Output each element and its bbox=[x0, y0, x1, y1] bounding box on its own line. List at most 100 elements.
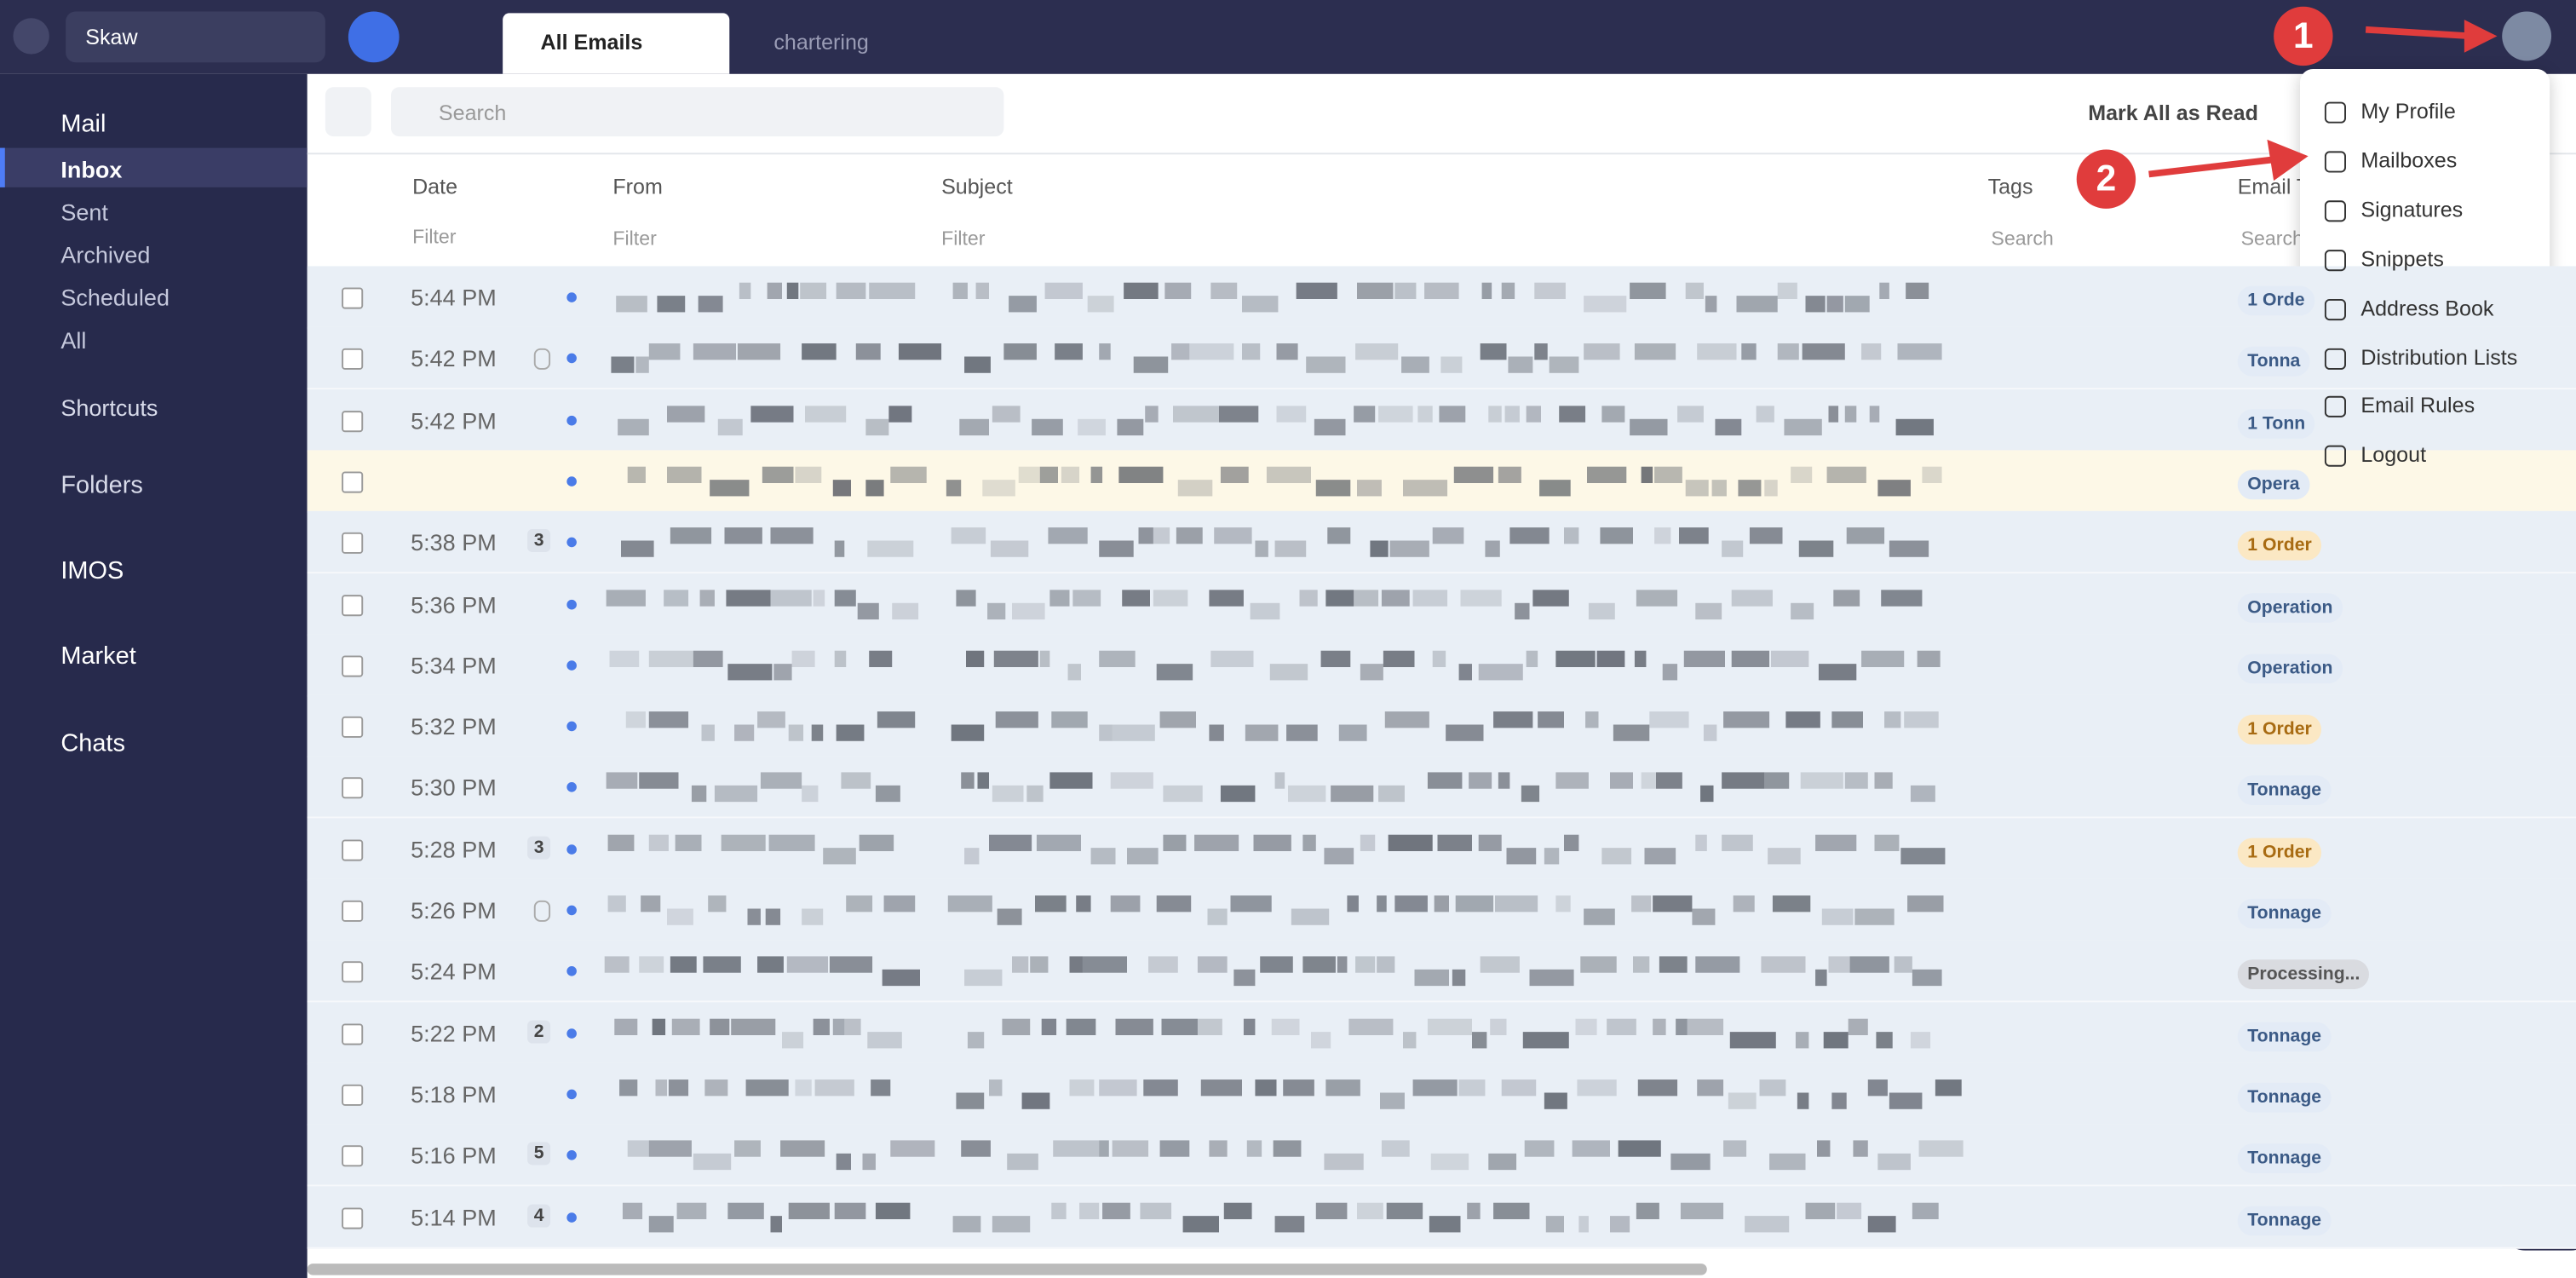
blurred-text bbox=[1741, 343, 1757, 360]
blurred-text bbox=[781, 1031, 803, 1048]
nav-selected bbox=[0, 147, 308, 187]
blurred-text bbox=[1645, 847, 1676, 864]
tab-label: All Emails bbox=[540, 29, 643, 55]
nav-item[interactable]: Archived bbox=[60, 241, 151, 268]
filter-button[interactable] bbox=[325, 87, 371, 137]
row-checkbox[interactable] bbox=[342, 594, 364, 616]
col-tags-search[interactable]: Search bbox=[1991, 227, 2054, 250]
menu-item[interactable]: Mailboxes bbox=[2360, 147, 2458, 173]
blurred-text bbox=[1484, 540, 1501, 558]
menu-item[interactable]: Logout bbox=[2360, 442, 2427, 468]
row-checkbox[interactable] bbox=[342, 287, 364, 309]
blurred-text bbox=[1383, 650, 1415, 667]
menu-item[interactable]: Email Rules bbox=[2360, 393, 2475, 418]
row-checkbox[interactable] bbox=[342, 1084, 364, 1106]
row-checkbox[interactable] bbox=[342, 532, 364, 555]
row-checkbox[interactable] bbox=[342, 961, 364, 983]
blurred-text bbox=[1760, 957, 1805, 974]
row-checkbox[interactable] bbox=[342, 410, 364, 432]
account-select[interactable] bbox=[66, 11, 325, 63]
menu-item[interactable]: My Profile bbox=[2360, 98, 2456, 124]
blurred-text bbox=[1700, 786, 1714, 803]
email-row[interactable] bbox=[307, 1001, 2576, 1064]
blurred-text bbox=[1098, 650, 1136, 667]
search-box[interactable] bbox=[390, 87, 1004, 137]
scrollbar[interactable] bbox=[307, 1264, 1707, 1275]
blurred-text bbox=[1678, 527, 1710, 544]
blurred-text bbox=[1026, 786, 1043, 803]
nav-imos[interactable]: IMOS bbox=[60, 556, 124, 585]
mark-all-read[interactable]: Mark All as Read bbox=[2088, 100, 2258, 125]
nav-mail[interactable]: Mail bbox=[60, 110, 106, 138]
row-checkbox[interactable] bbox=[342, 1022, 364, 1045]
email-row[interactable] bbox=[307, 694, 2576, 758]
blurred-text bbox=[1675, 1017, 1688, 1035]
nav-shortcuts[interactable]: Shortcuts bbox=[60, 394, 158, 421]
email-row[interactable] bbox=[307, 327, 2576, 390]
email-row[interactable] bbox=[307, 266, 2576, 329]
avatar[interactable] bbox=[2502, 11, 2552, 61]
blurred-text bbox=[990, 540, 1029, 558]
blurred-text bbox=[1641, 466, 1653, 483]
blurred-text bbox=[1210, 650, 1254, 667]
nav-folders[interactable]: Folders bbox=[60, 471, 143, 500]
row-checkbox[interactable] bbox=[342, 1145, 364, 1167]
blurred-text bbox=[1656, 773, 1682, 790]
blurred-text bbox=[1348, 1017, 1393, 1035]
row-checkbox[interactable] bbox=[342, 348, 364, 371]
blurred-text bbox=[989, 1079, 1002, 1097]
col-date: Date bbox=[412, 174, 458, 199]
row-checkbox[interactable] bbox=[342, 900, 364, 922]
blurred-text bbox=[1845, 405, 1856, 422]
blurred-text bbox=[870, 282, 916, 299]
blurred-text bbox=[1038, 650, 1050, 667]
nav-item[interactable]: All bbox=[60, 326, 87, 354]
blurred-text bbox=[1579, 957, 1618, 974]
blurred-text bbox=[607, 895, 626, 912]
row-checkbox[interactable] bbox=[342, 471, 364, 493]
col-date-filter[interactable]: Filter bbox=[412, 225, 457, 249]
compose-button[interactable] bbox=[348, 11, 400, 63]
nav-item[interactable]: Sent bbox=[60, 199, 108, 226]
blurred-text bbox=[1564, 834, 1579, 851]
blurred-text bbox=[1337, 957, 1348, 974]
menu-item[interactable]: Distribution Lists bbox=[2360, 344, 2518, 369]
row-checkbox[interactable] bbox=[342, 838, 364, 861]
menu-button[interactable] bbox=[13, 18, 49, 55]
nav-market[interactable]: Market bbox=[60, 642, 136, 671]
row-checkbox[interactable] bbox=[342, 777, 364, 800]
col-from-filter[interactable]: Filter bbox=[612, 227, 657, 250]
tab-active[interactable] bbox=[503, 13, 730, 74]
menu-item[interactable]: Address Book bbox=[2360, 295, 2494, 320]
menu-item[interactable]: Snippets bbox=[2360, 245, 2444, 271]
blurred-text bbox=[1918, 1140, 1964, 1158]
row-checkbox[interactable] bbox=[342, 1206, 364, 1229]
arrow bbox=[2148, 156, 2276, 178]
row-checkbox[interactable] bbox=[342, 655, 364, 677]
email-row[interactable] bbox=[307, 450, 2576, 513]
blurred-text bbox=[1198, 957, 1227, 974]
blurred-text bbox=[693, 343, 736, 360]
blurred-text bbox=[1197, 1017, 1222, 1035]
blurred-text bbox=[1589, 602, 1615, 619]
blurred-text bbox=[1432, 527, 1463, 544]
blurred-text bbox=[1584, 296, 1627, 313]
blurred-text bbox=[845, 895, 873, 912]
col-subject-filter[interactable]: Filter bbox=[941, 227, 986, 250]
blurred-text bbox=[1654, 466, 1682, 483]
nav-item[interactable]: Scheduled bbox=[60, 284, 170, 311]
nav-chats[interactable]: Chats bbox=[60, 729, 125, 758]
tab-label[interactable]: chartering bbox=[773, 29, 869, 55]
blurred-text bbox=[1156, 663, 1193, 681]
email-row[interactable] bbox=[307, 878, 2576, 942]
row-checkbox[interactable] bbox=[342, 717, 364, 739]
col-email-type-search[interactable]: Search bbox=[2240, 227, 2303, 250]
blurred-text bbox=[1532, 589, 1569, 606]
blurred-text bbox=[1935, 1079, 1962, 1097]
blurred-text bbox=[1134, 357, 1168, 374]
blurred-text bbox=[964, 847, 980, 864]
blurred-text bbox=[1545, 1215, 1565, 1232]
blurred-text bbox=[1360, 834, 1376, 851]
menu-item[interactable]: Signatures bbox=[2360, 197, 2464, 222]
nav-item[interactable]: Inbox bbox=[60, 156, 123, 183]
